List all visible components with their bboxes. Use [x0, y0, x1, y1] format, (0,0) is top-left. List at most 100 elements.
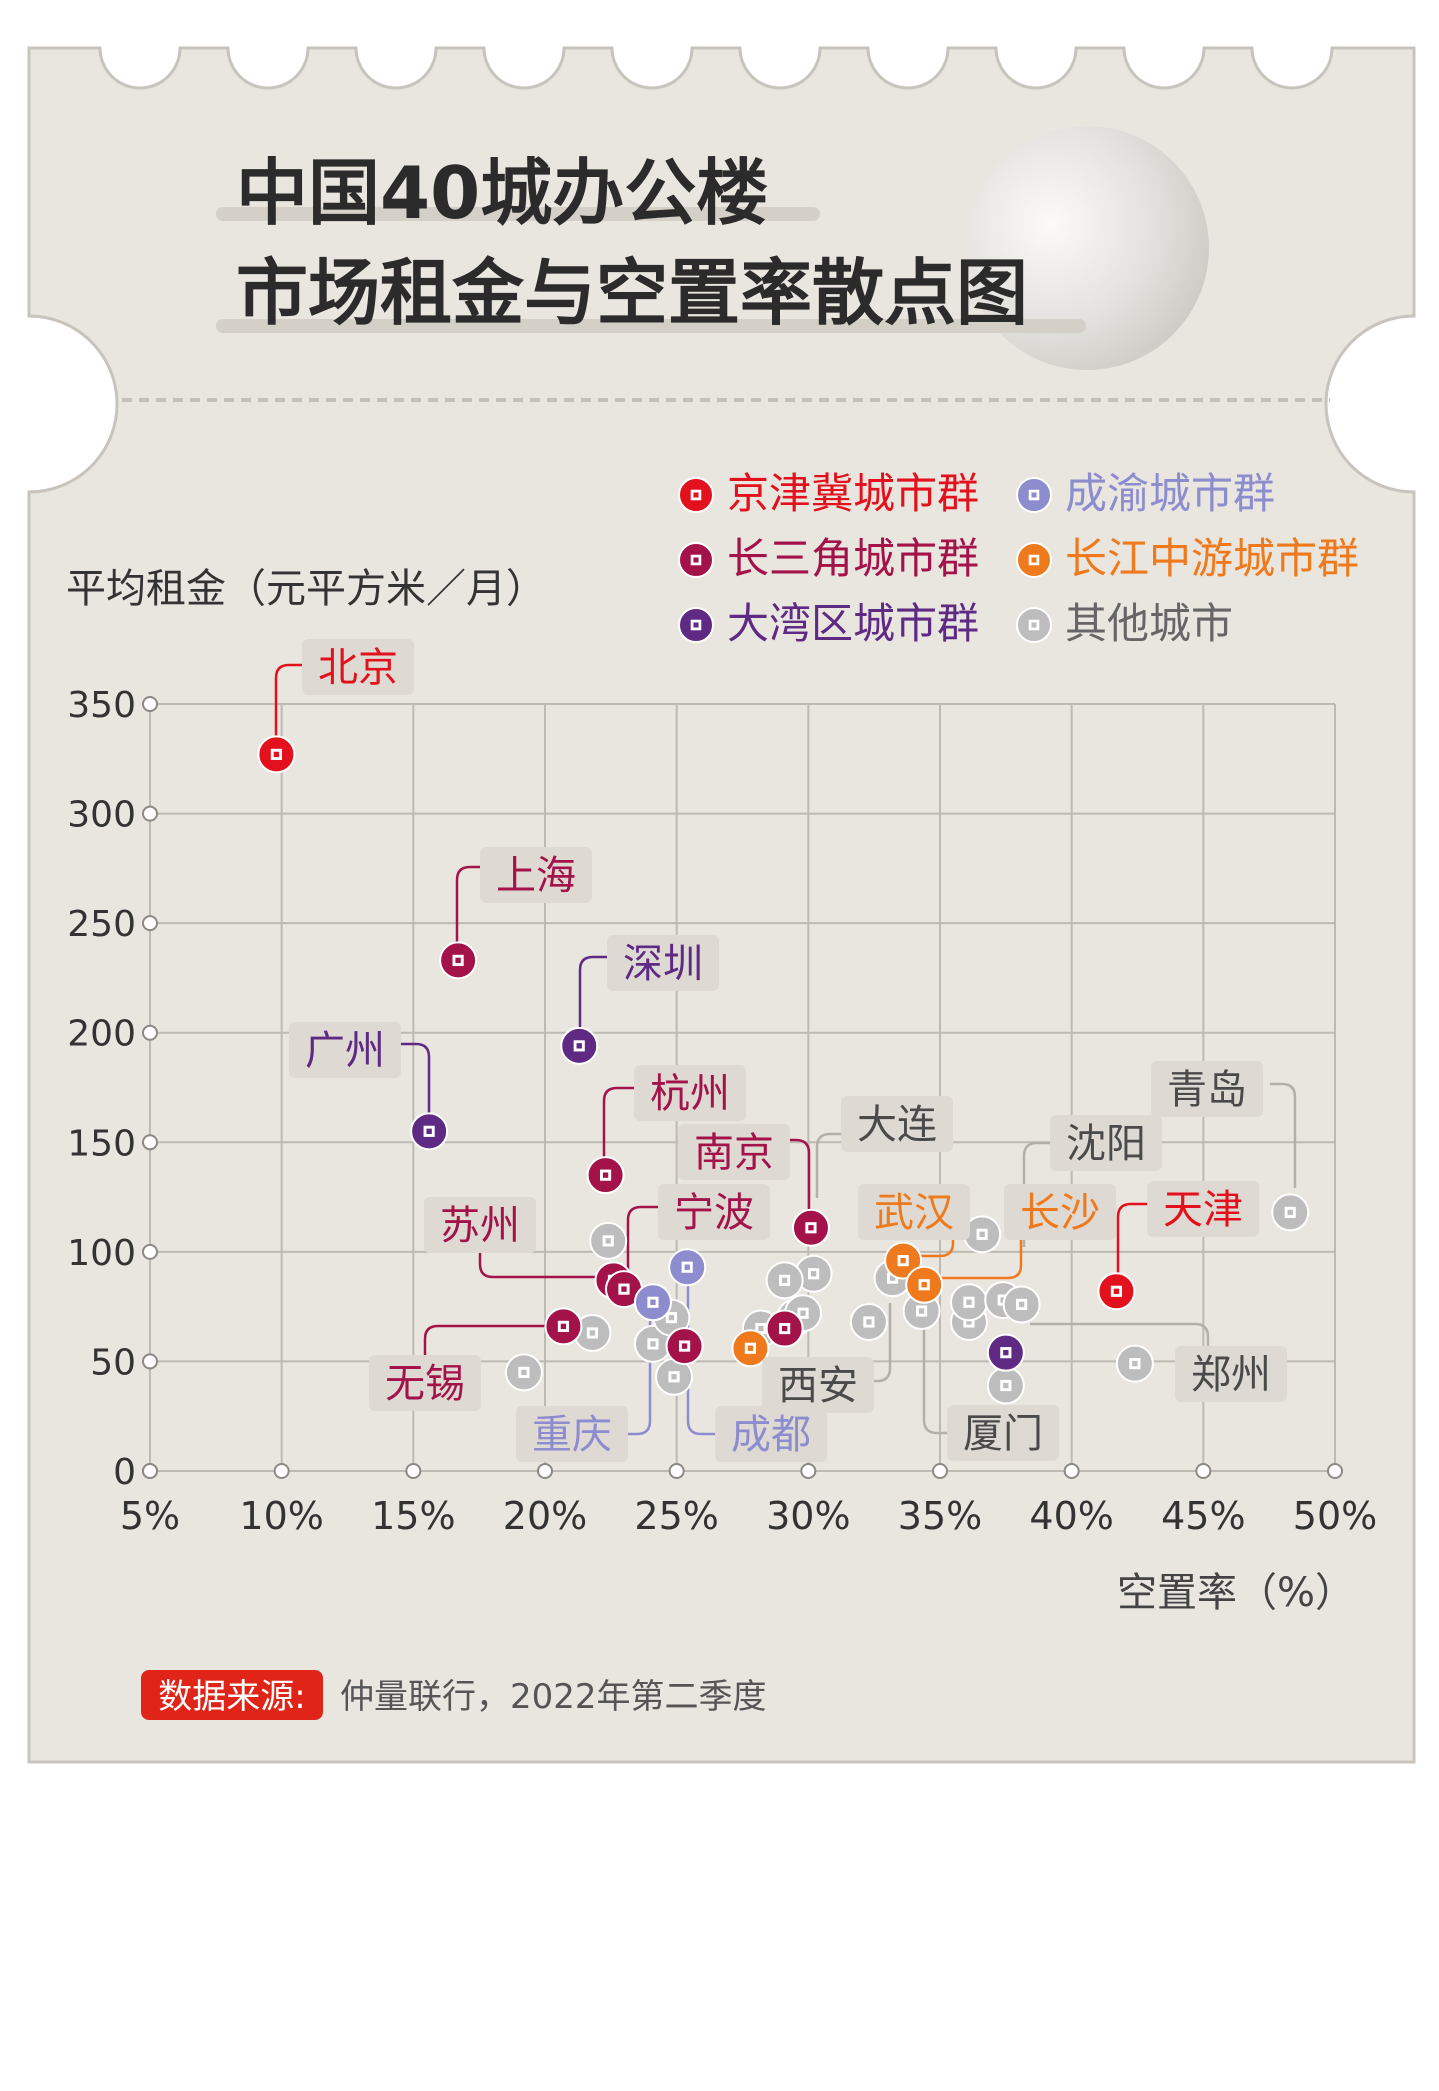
- city-label-background: [302, 639, 414, 695]
- city-label-background: [480, 847, 592, 903]
- data-point: [586, 1156, 625, 1195]
- legend-label: 长三角城市群: [727, 534, 979, 583]
- data-point: [1115, 1344, 1154, 1383]
- x-tick-label: 30%: [766, 1494, 850, 1538]
- leader-line: [423, 1324, 565, 1358]
- leader-line: [1030, 1322, 1210, 1348]
- x-tick-marker: [1063, 1463, 1080, 1479]
- y-tick-label: 50: [90, 1342, 136, 1383]
- city-label-background: [1151, 1061, 1263, 1117]
- data-point: [1002, 1285, 1041, 1324]
- city-label-text: 武汉: [874, 1190, 954, 1236]
- city-label: 青岛: [1151, 1061, 1263, 1117]
- city-label-background: [858, 1184, 970, 1240]
- x-tick-label: 50%: [1293, 1494, 1377, 1538]
- city-label-background: [516, 1406, 628, 1462]
- data-point: [668, 1248, 707, 1287]
- source-tag: 数据来源:: [158, 1677, 305, 1717]
- data-point: [949, 1283, 988, 1322]
- leader-line: [578, 955, 612, 1045]
- legend-marker: [1016, 607, 1052, 643]
- legend-label: 京津冀城市群: [727, 469, 979, 518]
- city-label-text: 沈阳: [1066, 1121, 1146, 1167]
- legend-marker: [1016, 542, 1052, 578]
- city-label-text: 郑州: [1191, 1352, 1271, 1398]
- chart-title-line-1: 中国40城办公楼: [236, 151, 768, 235]
- data-point: [633, 1283, 672, 1322]
- data-point: [791, 1208, 830, 1247]
- city-label-text: 厦门: [963, 1411, 1043, 1457]
- city-label-text: 北京: [318, 645, 398, 691]
- data-point: [257, 735, 296, 774]
- x-axis-label: 空置率（%）: [1117, 1570, 1355, 1616]
- title-block: 中国40城办公楼 市场租金与空置率散点图: [216, 151, 1086, 335]
- city-label: 西安: [762, 1357, 874, 1413]
- city-label: 深圳: [607, 935, 719, 991]
- city-label: 郑州: [1175, 1346, 1287, 1402]
- legend-label: 成渝城市群: [1065, 469, 1275, 518]
- leader-line: [925, 1238, 1023, 1280]
- x-tick-marker: [932, 1463, 948, 1479]
- data-source: 数据来源: 仲量联行，2022年第二季度: [141, 1670, 767, 1720]
- city-label-text: 杭州: [650, 1071, 730, 1117]
- x-tick-label: 10%: [239, 1494, 323, 1538]
- y-tick-marker: [142, 1463, 158, 1479]
- x-tick-label: 5%: [120, 1494, 180, 1538]
- city-label-background: [607, 935, 719, 991]
- leader-line: [390, 1042, 431, 1132]
- city-label-text: 苏州: [440, 1203, 520, 1249]
- city-label-text: 西安: [778, 1363, 858, 1409]
- city-label-background: [762, 1357, 874, 1413]
- city-label-text: 成都: [731, 1412, 811, 1458]
- leader-line: [455, 865, 486, 959]
- city-label: 厦门: [947, 1405, 1059, 1461]
- source-text: 仲量联行，2022年第二季度: [340, 1677, 767, 1717]
- city-label-background: [947, 1405, 1059, 1461]
- leader-line: [815, 1132, 843, 1198]
- city-label-text: 广州: [305, 1028, 385, 1074]
- leader-line: [274, 663, 305, 753]
- leader-lines: [274, 663, 1297, 1436]
- x-tick-marker: [273, 1463, 290, 1479]
- x-tick-marker: [1327, 1463, 1343, 1479]
- x-tick-marker: [800, 1463, 817, 1479]
- data-point: [544, 1307, 583, 1346]
- data-point: [765, 1261, 804, 1300]
- x-tick-label: 45%: [1161, 1494, 1245, 1538]
- y-tick-label: 150: [67, 1123, 136, 1164]
- data-point: [655, 1357, 694, 1396]
- city-label-background: [678, 1124, 790, 1180]
- city-label-background: [289, 1022, 401, 1078]
- leader-line: [602, 1086, 636, 1174]
- city-label-background: [715, 1406, 827, 1462]
- y-tick-marker: [142, 1134, 158, 1151]
- city-label-background: [369, 1355, 481, 1411]
- city-label: 杭州: [634, 1065, 746, 1121]
- leader-line: [478, 1250, 608, 1279]
- city-label-background: [1004, 1184, 1116, 1240]
- city-label-text: 深圳: [623, 941, 703, 987]
- data-point: [504, 1353, 543, 1392]
- data-point: [560, 1026, 599, 1065]
- axis-ticks: 5% 10% 15% 20% 25% 30% 35% 40% 45% 50% 0 50 100 150 20…: [67, 685, 1377, 1538]
- y-tick-marker: [142, 1024, 158, 1041]
- x-tick-marker: [668, 1463, 685, 1479]
- data-point: [986, 1333, 1025, 1372]
- city-label: 大连: [841, 1096, 953, 1152]
- city-label-text: 无锡: [385, 1361, 465, 1407]
- y-tick-label: 0: [113, 1452, 136, 1493]
- city-label: 长沙: [1004, 1184, 1116, 1240]
- city-label-background: [841, 1096, 953, 1152]
- x-tick-label: 15%: [371, 1494, 455, 1538]
- city-label: 宁波: [658, 1184, 770, 1240]
- x-tick-label: 40%: [1029, 1494, 1113, 1538]
- chart-title-line-2: 市场租金与空置率散点图: [236, 251, 1028, 335]
- city-label: 重庆: [516, 1406, 628, 1462]
- data-point: [884, 1241, 923, 1280]
- city-label: 天津: [1147, 1181, 1259, 1237]
- card-background: [27, 46, 1416, 1764]
- city-label: 南京: [678, 1124, 790, 1180]
- city-label-background: [1147, 1181, 1259, 1237]
- x-tick-marker: [1195, 1463, 1212, 1479]
- title-highlight-2: [216, 319, 1086, 333]
